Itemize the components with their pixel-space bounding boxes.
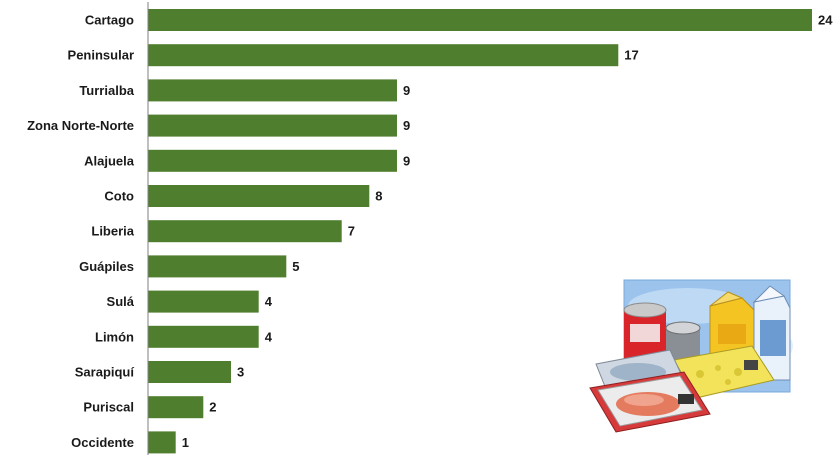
category-label: Turrialba xyxy=(79,83,134,98)
bar-sarapiquí xyxy=(148,361,231,383)
category-label: Sulá xyxy=(107,294,135,309)
bar-zona-norte-norte xyxy=(148,114,397,137)
value-label: 4 xyxy=(265,329,273,344)
bar-coto xyxy=(148,185,370,207)
packaged-food-clipart-icon xyxy=(589,279,793,433)
bar-cartago xyxy=(148,9,812,31)
bar-limón xyxy=(148,325,259,348)
category-labels: Cartago Peninsular Turrialba Zona Norte-Nor… xyxy=(27,13,135,450)
value-label: 24 xyxy=(818,13,833,28)
bar-occidente xyxy=(148,431,176,454)
bar-alajuela xyxy=(148,149,397,172)
category-label: Guápiles xyxy=(79,259,134,274)
value-label: 9 xyxy=(403,118,410,133)
bar-peninsular xyxy=(148,44,619,67)
category-label: Liberia xyxy=(91,224,134,239)
category-label: Coto xyxy=(104,189,134,204)
value-labels: 24 17 9 9 9 8 7 5 4 4 3 2 1 xyxy=(182,13,834,450)
category-label: Cartago xyxy=(85,13,134,28)
value-label: 9 xyxy=(403,153,410,168)
category-label: Puriscal xyxy=(83,400,134,415)
value-label: 8 xyxy=(375,189,382,204)
bar-guápiles xyxy=(148,255,287,278)
value-label: 17 xyxy=(624,48,638,63)
category-label: Zona Norte-Norte xyxy=(27,118,134,133)
value-label: 4 xyxy=(265,294,273,309)
value-label: 1 xyxy=(182,435,189,450)
value-label: 5 xyxy=(292,259,299,274)
bar-puriscal xyxy=(148,396,204,419)
category-label: Peninsular xyxy=(68,48,134,63)
category-label: Limón xyxy=(95,329,134,344)
bar-sulá xyxy=(148,290,259,313)
value-label: 9 xyxy=(403,83,410,98)
bars-group xyxy=(148,9,812,454)
bar-liberia xyxy=(148,220,342,243)
value-label: 3 xyxy=(237,365,244,380)
category-label: Sarapiquí xyxy=(75,365,135,380)
category-label: Alajuela xyxy=(84,153,135,168)
value-label: 7 xyxy=(348,224,355,239)
category-label: Occidente xyxy=(71,435,134,450)
bar-turrialba xyxy=(148,79,397,102)
value-label: 2 xyxy=(209,400,216,415)
